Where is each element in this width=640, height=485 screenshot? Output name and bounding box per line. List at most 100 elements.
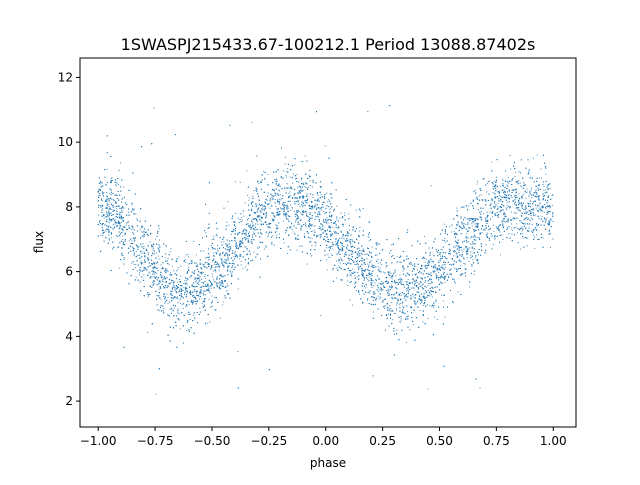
data-point bbox=[542, 193, 544, 195]
data-point bbox=[295, 221, 297, 223]
data-point bbox=[287, 196, 289, 198]
data-point bbox=[144, 268, 146, 270]
data-point bbox=[511, 178, 513, 180]
data-point bbox=[332, 226, 334, 228]
data-point bbox=[287, 252, 289, 254]
data-point bbox=[112, 193, 114, 194]
data-point bbox=[495, 180, 497, 182]
data-point bbox=[290, 187, 292, 189]
data-point bbox=[193, 314, 195, 316]
data-point bbox=[315, 215, 317, 217]
data-point bbox=[389, 271, 391, 273]
data-point bbox=[338, 265, 340, 267]
data-point bbox=[148, 271, 150, 273]
data-point bbox=[219, 286, 221, 288]
data-point bbox=[523, 193, 525, 195]
data-point bbox=[297, 210, 299, 212]
data-point bbox=[505, 181, 507, 183]
data-point bbox=[506, 194, 508, 196]
data-point bbox=[106, 202, 108, 204]
data-point bbox=[516, 232, 518, 234]
data-point bbox=[429, 305, 431, 307]
data-point bbox=[218, 267, 220, 269]
data-point bbox=[352, 227, 354, 229]
data-point bbox=[122, 238, 124, 240]
data-point bbox=[521, 202, 523, 204]
data-point bbox=[176, 270, 178, 272]
data-point bbox=[418, 297, 420, 299]
data-point bbox=[406, 342, 408, 344]
data-point bbox=[346, 247, 348, 249]
data-point bbox=[502, 209, 504, 211]
data-point bbox=[500, 185, 502, 187]
data-point bbox=[540, 210, 542, 212]
data-point bbox=[538, 198, 540, 200]
data-point bbox=[128, 211, 130, 213]
data-point bbox=[299, 191, 301, 193]
data-point bbox=[467, 222, 469, 224]
data-point bbox=[237, 246, 239, 248]
data-point bbox=[460, 216, 462, 218]
data-point bbox=[545, 189, 547, 191]
data-point bbox=[223, 301, 225, 303]
data-point bbox=[152, 248, 154, 250]
data-point bbox=[116, 185, 118, 187]
data-point bbox=[486, 211, 488, 213]
data-point bbox=[338, 245, 340, 247]
data-point bbox=[399, 277, 401, 279]
data-point bbox=[429, 293, 431, 295]
data-point bbox=[271, 244, 273, 246]
data-point bbox=[336, 218, 338, 220]
data-point bbox=[193, 291, 195, 293]
data-point bbox=[261, 211, 263, 213]
data-point bbox=[136, 255, 138, 257]
data-point bbox=[378, 266, 380, 268]
data-point bbox=[484, 227, 486, 229]
data-point bbox=[305, 187, 307, 189]
data-point bbox=[260, 232, 262, 234]
data-point bbox=[358, 264, 360, 266]
data-point bbox=[147, 257, 149, 259]
data-point bbox=[211, 238, 213, 240]
data-point bbox=[148, 259, 150, 261]
data-point bbox=[331, 216, 333, 218]
data-point bbox=[532, 234, 534, 236]
data-point bbox=[377, 258, 379, 260]
data-point bbox=[496, 209, 498, 211]
data-point bbox=[323, 211, 325, 213]
data-point bbox=[278, 190, 280, 192]
data-point bbox=[108, 200, 110, 202]
data-point bbox=[456, 234, 458, 236]
data-point bbox=[107, 221, 109, 223]
data-point bbox=[121, 217, 123, 219]
data-point bbox=[524, 207, 526, 209]
data-point bbox=[241, 216, 243, 218]
data-point bbox=[167, 296, 169, 298]
data-point bbox=[118, 183, 120, 185]
data-point bbox=[413, 324, 415, 326]
data-point bbox=[195, 280, 197, 282]
data-point bbox=[451, 231, 452, 233]
data-point bbox=[102, 233, 104, 235]
data-point bbox=[427, 289, 429, 291]
data-point bbox=[506, 204, 508, 206]
data-point bbox=[421, 287, 423, 289]
data-point bbox=[164, 269, 166, 271]
data-point bbox=[466, 246, 468, 248]
data-point bbox=[313, 229, 315, 231]
data-point bbox=[167, 260, 169, 262]
data-point bbox=[347, 280, 349, 282]
data-point bbox=[288, 195, 290, 197]
data-point bbox=[534, 247, 536, 249]
data-point bbox=[120, 222, 122, 224]
data-point bbox=[494, 202, 496, 204]
data-point bbox=[338, 260, 340, 262]
data-point bbox=[349, 274, 351, 276]
data-point bbox=[367, 273, 369, 275]
data-point bbox=[286, 204, 288, 206]
data-point bbox=[460, 226, 462, 228]
data-point bbox=[179, 279, 181, 281]
data-point bbox=[184, 259, 186, 261]
data-point bbox=[191, 262, 193, 264]
data-point bbox=[103, 231, 105, 233]
